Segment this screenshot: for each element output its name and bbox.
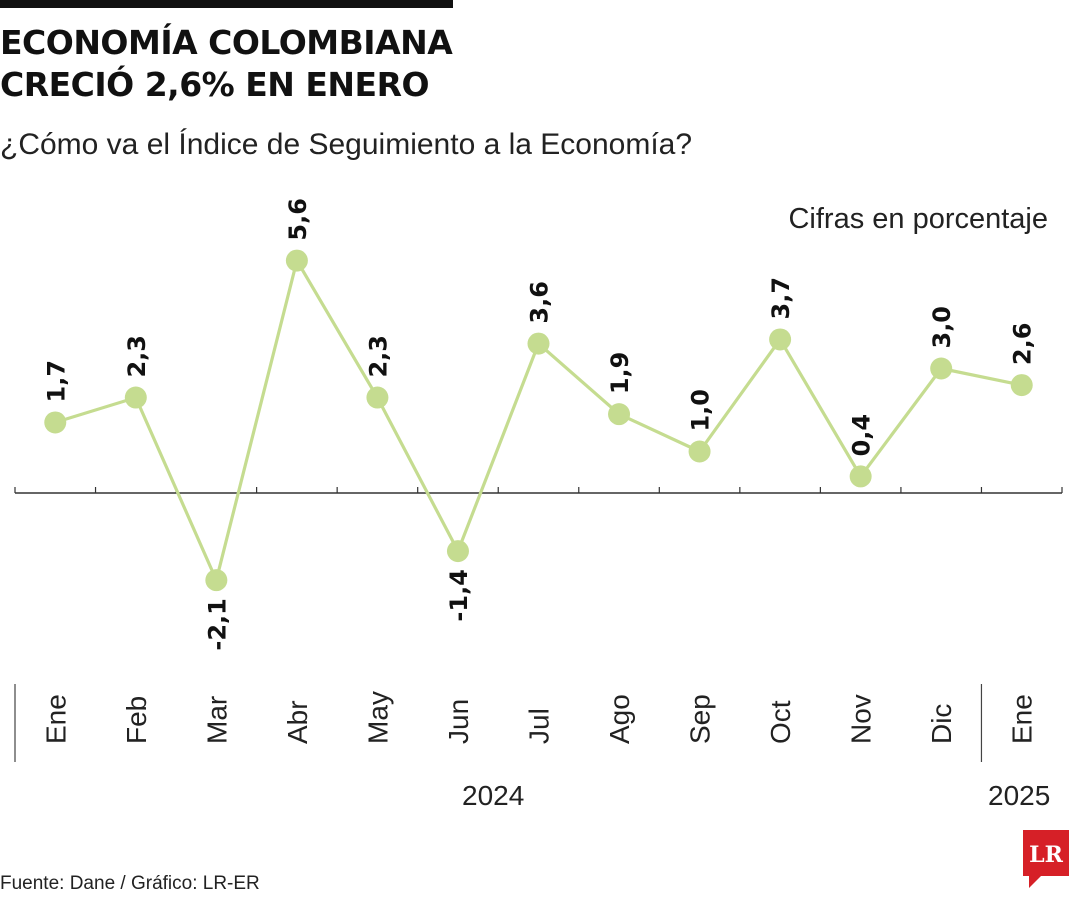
- data-label: 1,7: [42, 360, 70, 403]
- chart-title-line-2: CRECIÓ 2,6% EN ENERO: [0, 65, 430, 104]
- top-rule: [0, 0, 453, 8]
- data-label: -2,1: [203, 598, 231, 650]
- data-point: [849, 465, 872, 488]
- year-label-2025: 2025: [988, 780, 1051, 811]
- data-label: 0,4: [848, 414, 876, 457]
- data-point: [446, 540, 469, 563]
- lr-logo: LR: [1023, 830, 1069, 888]
- x-tick-label: Jul: [524, 708, 555, 744]
- data-label: -1,4: [445, 569, 473, 621]
- data-label: 3,7: [767, 277, 795, 320]
- x-tick-label: Oct: [765, 700, 796, 744]
- data-point: [44, 411, 67, 434]
- x-tick-label: May: [362, 691, 393, 744]
- data-point: [205, 569, 228, 592]
- x-tick-label: Dic: [926, 704, 957, 744]
- units-note: Cifras en porcentaje: [788, 203, 1048, 235]
- data-point: [366, 386, 389, 409]
- x-tick-label: Ene: [40, 694, 71, 744]
- data-point: [285, 249, 308, 272]
- data-label: 1,0: [687, 389, 715, 432]
- chart-title-line-1: ECONOMÍA COLOMBIANA: [0, 23, 453, 62]
- data-label: 2,3: [123, 335, 151, 378]
- data-point: [527, 332, 550, 355]
- x-tick-label: Feb: [121, 696, 152, 744]
- data-label: 3,0: [928, 306, 956, 349]
- chart-subtitle: ¿Cómo va el Índice de Seguimiento a la E…: [0, 128, 693, 161]
- x-tick-label: Ene: [1007, 694, 1038, 744]
- source-credit: Fuente: Dane / Gráfico: LR-ER: [0, 873, 260, 894]
- lr-logo-text: LR: [1029, 842, 1063, 868]
- chart-title: ECONOMÍA COLOMBIANA CRECIÓ 2,6% EN ENERO: [0, 22, 700, 106]
- data-point: [1010, 374, 1033, 397]
- data-label: 2,3: [364, 335, 392, 378]
- year-label-2024: 2024: [462, 780, 525, 811]
- data-point: [124, 386, 147, 409]
- x-tick-label: Nov: [846, 694, 877, 744]
- lr-logo-badge: [1023, 830, 1069, 888]
- data-label: 3,6: [526, 281, 554, 324]
- x-tick-label: Ago: [604, 694, 635, 744]
- data-label: 2,6: [1009, 323, 1037, 366]
- x-tick-label: Sep: [685, 694, 716, 744]
- x-tick-label: Jun: [443, 699, 474, 744]
- x-tick-label: Abr: [282, 700, 313, 744]
- data-point: [769, 328, 792, 351]
- data-point: [688, 440, 711, 463]
- data-label: 5,6: [284, 198, 312, 241]
- data-point: [608, 403, 631, 426]
- x-tick-label: Mar: [201, 696, 232, 744]
- data-label: 1,9: [606, 352, 634, 395]
- data-point: [930, 357, 953, 380]
